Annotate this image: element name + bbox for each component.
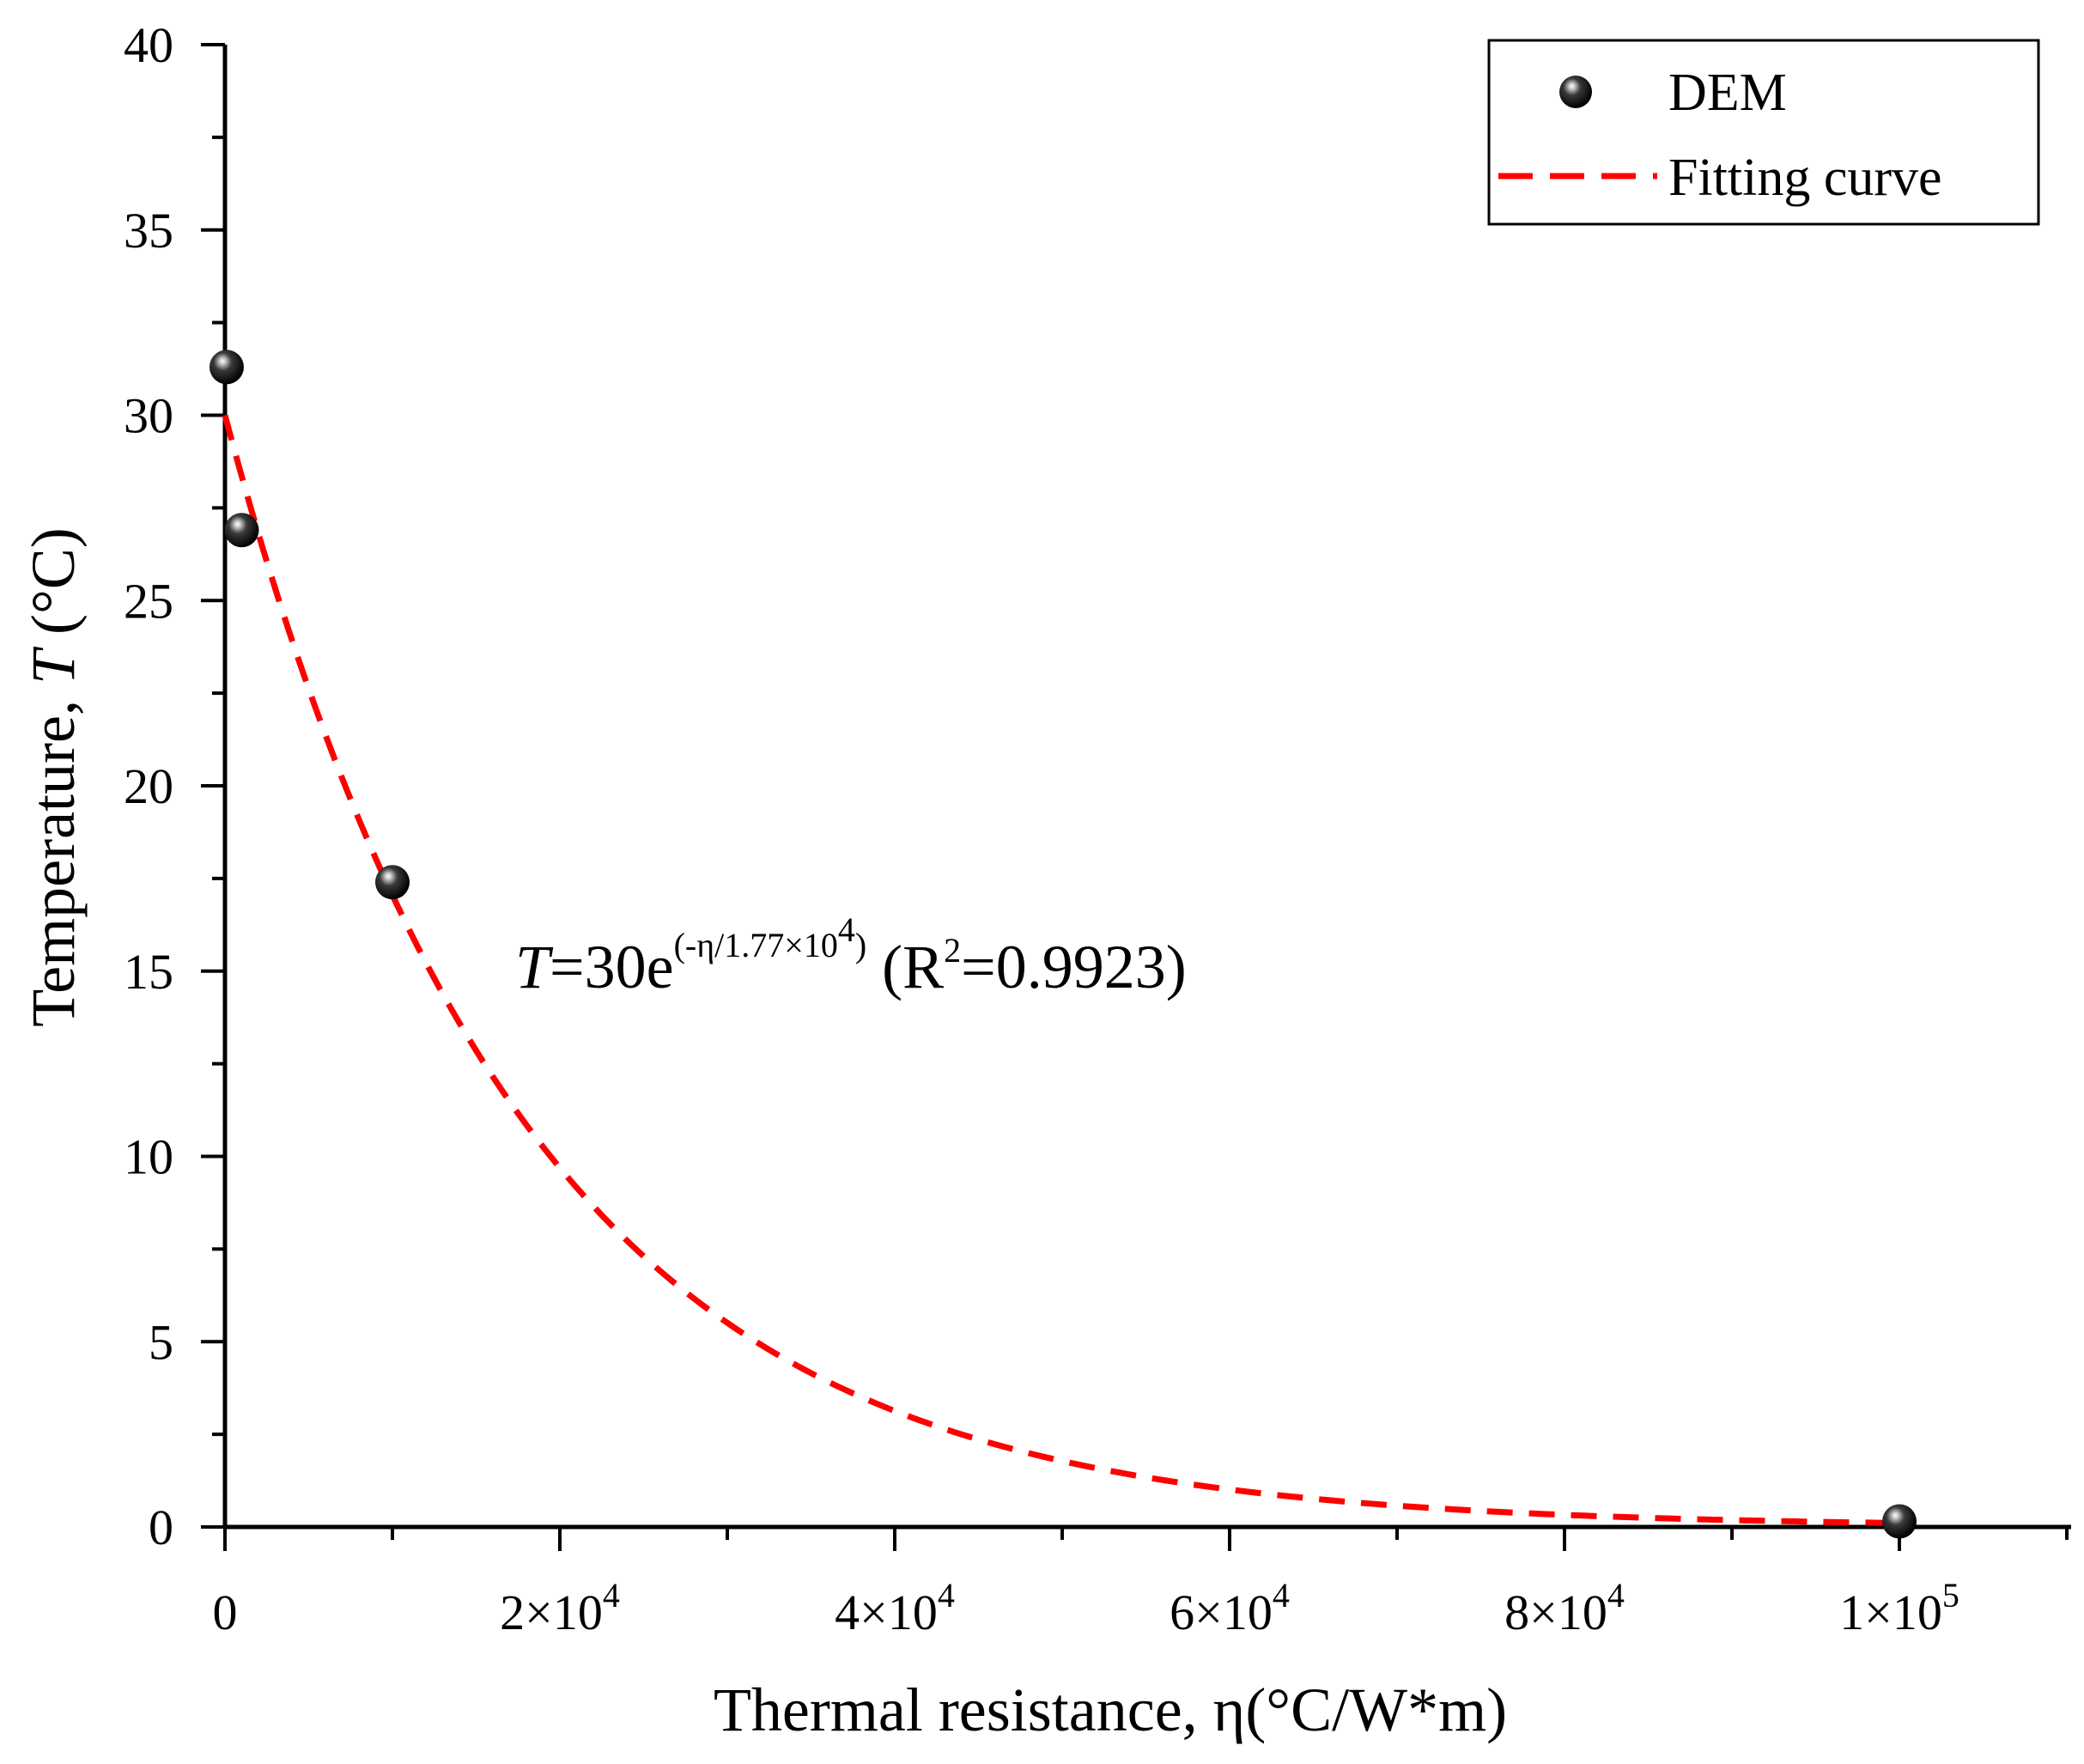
fit-equation-exponent-close: )	[855, 926, 866, 964]
x-tick-label-exponent: 4	[603, 1576, 620, 1615]
x-tick-label: 0	[213, 1585, 238, 1640]
x-tick-label-mantissa: 8×10	[1504, 1585, 1607, 1640]
y-tick-label: 35	[124, 203, 173, 259]
dem-point	[375, 865, 410, 900]
fit-equation-r2-power: 2	[944, 931, 961, 970]
dem-point	[1882, 1504, 1917, 1539]
fit-curve	[222, 414, 1900, 1526]
x-ticks: 0 2×104 4×104 6×104 8×104 1×105	[213, 1527, 2069, 1640]
y-tick-label: 30	[124, 388, 173, 444]
fit-equation-exponent: (-η/1.77×10	[674, 926, 838, 964]
y-axis-title: Temperature, T (°C)	[19, 527, 88, 1027]
x-tick-label-mantissa: 4×10	[835, 1585, 938, 1640]
fit-equation-r2-value: =0.9923)	[961, 933, 1187, 1001]
x-tick-label: 8×104	[1504, 1576, 1625, 1640]
x-tick-label-exponent: 4	[1273, 1576, 1290, 1615]
fit-equation-var: T	[515, 933, 554, 1001]
y-tick-label: 10	[124, 1129, 173, 1185]
y-axis-title-unit: (°C)	[19, 527, 88, 650]
legend-box	[1487, 39, 2040, 226]
dem-point	[209, 350, 244, 385]
x-tick-label: 2×104	[500, 1576, 620, 1640]
y-axis-title-var: T	[19, 646, 88, 684]
x-tick-label-mantissa: 6×10	[1170, 1585, 1273, 1640]
points-layer	[209, 350, 1917, 1539]
x-tick-label-exponent: 4	[938, 1576, 955, 1615]
y-axis-title-prefix: Temperature,	[19, 684, 88, 1027]
fit-equation: T=30e(-η/1.77×104) (R2=0.9923)	[515, 910, 1187, 1001]
dem-point	[224, 513, 259, 548]
legend-dem-marker	[1559, 76, 1592, 108]
x-tick-label: 1×105	[1839, 1576, 1959, 1640]
x-tick-label-exponent: 4	[1607, 1576, 1625, 1615]
x-tick-label-exponent: 5	[1942, 1576, 1959, 1615]
y-tick-label: 20	[124, 758, 173, 814]
fit-equation-main: =30e	[550, 933, 674, 1001]
x-tick-label-mantissa: 0	[213, 1585, 238, 1640]
y-tick-label: 5	[149, 1314, 173, 1370]
legend-dem-label: DEM	[1668, 64, 1787, 122]
fit-equation-exponent-power: 4	[838, 910, 855, 949]
y-tick-label: 40	[124, 17, 173, 73]
y-ticks: 0 5 10 15 20 25 30 35 40	[124, 17, 225, 1555]
y-tick-label: 25	[124, 573, 173, 629]
y-tick-label: 0	[149, 1499, 173, 1555]
x-tick-label: 4×104	[835, 1576, 955, 1640]
fit-equation-r2-open: (R	[866, 933, 944, 1001]
legend: DEM Fitting curve	[1487, 39, 2040, 226]
x-tick-label-mantissa: 2×10	[500, 1585, 603, 1640]
plot-frame	[222, 45, 2071, 1530]
x-tick-label-mantissa: 1×10	[1839, 1585, 1942, 1640]
x-tick-label: 6×104	[1170, 1576, 1290, 1640]
fit-curve-layer	[222, 414, 1900, 1526]
y-tick-label: 15	[124, 944, 173, 1000]
legend-fit-label: Fitting curve	[1668, 149, 1942, 207]
x-axis-title: Thermal resistance, η(°C/W*m)	[714, 1676, 1507, 1744]
